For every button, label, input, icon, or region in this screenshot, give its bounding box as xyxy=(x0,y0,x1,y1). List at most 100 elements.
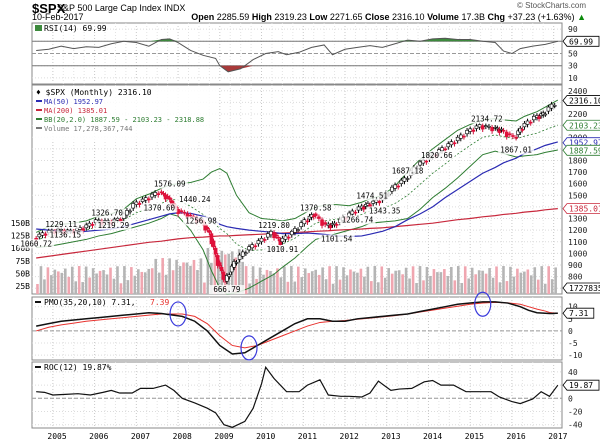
volume-bar xyxy=(484,273,488,294)
rsi-tick-label: 50 xyxy=(568,50,578,59)
price-annotation: 1266.74 xyxy=(342,215,374,224)
volume-bar xyxy=(509,266,512,294)
candle-body xyxy=(40,232,45,236)
candle-body xyxy=(504,131,509,137)
volume-bar xyxy=(206,248,210,294)
candle-body xyxy=(334,224,339,226)
candle-body xyxy=(449,141,454,146)
volume-bar xyxy=(418,266,422,294)
candle-body xyxy=(159,191,164,194)
candle-body xyxy=(402,177,407,182)
volume-bar xyxy=(366,266,370,294)
price-annotation: 1820.66 xyxy=(421,151,453,160)
volume-bar xyxy=(519,272,523,294)
candle-body xyxy=(87,222,92,227)
volume-bar xyxy=(286,281,290,294)
volume-bar xyxy=(126,280,130,294)
candle-body xyxy=(244,252,248,255)
open-label: Open xyxy=(191,12,215,22)
candle-body xyxy=(302,219,307,225)
volume-bar xyxy=(168,258,171,294)
candle-body xyxy=(150,193,154,198)
volume-bar xyxy=(157,272,161,294)
volume-bar xyxy=(370,281,373,294)
price-right-label-tag xyxy=(562,282,600,294)
candle-body xyxy=(514,136,518,139)
price-annotation: 1229.11 xyxy=(45,220,77,229)
price-annotation-bg xyxy=(208,285,245,295)
x-axis-label: 2009 xyxy=(214,432,233,441)
candle-body xyxy=(511,135,515,137)
volume-bar xyxy=(269,271,272,294)
volume-bar xyxy=(36,284,39,294)
price-annotation: 1440.24 xyxy=(179,195,211,204)
volume-value: 17.3B xyxy=(461,12,485,22)
volume-bar xyxy=(495,266,498,294)
candle-body xyxy=(543,113,548,116)
legend-item: MA(50) 1952.97 xyxy=(44,98,103,106)
candle-body xyxy=(484,125,488,127)
price-annotation: 1576.09 xyxy=(154,179,186,188)
candle-body xyxy=(350,210,355,215)
candle-body xyxy=(516,130,520,135)
candle-body xyxy=(371,200,375,204)
volume-bar xyxy=(543,283,547,294)
candle-body xyxy=(326,223,331,226)
price-right-label: 1887.59 xyxy=(569,146,600,155)
open-value: 2285.59 xyxy=(216,12,250,22)
price-legend-bg xyxy=(34,87,219,141)
volume-bar xyxy=(203,282,206,294)
volume-bar xyxy=(363,276,366,294)
volume-bar xyxy=(349,269,352,294)
candle-body xyxy=(274,234,278,237)
volume-bar xyxy=(140,271,144,294)
price-right-label: 1385.01 xyxy=(569,205,600,214)
volume-bar xyxy=(210,262,213,294)
volume-bar xyxy=(467,278,471,294)
volume-bar xyxy=(328,266,331,294)
volume-bar xyxy=(70,266,74,294)
volume-bar xyxy=(272,273,276,294)
roc-last-value-tag xyxy=(562,379,600,391)
pmo-line xyxy=(36,301,558,355)
x-axis-label: 2006 xyxy=(89,432,108,441)
price-tick-label: 1500 xyxy=(568,191,587,200)
legend-swatch xyxy=(36,100,42,102)
price-annotation: 1219.80 xyxy=(258,221,290,230)
candle-body xyxy=(490,127,494,132)
exchange: INDX xyxy=(163,3,186,13)
price-right-label-tag xyxy=(562,95,600,106)
price-annotation-bg xyxy=(141,203,178,213)
x-axis-label: 2007 xyxy=(131,432,150,441)
candle-body xyxy=(458,134,463,139)
volume-bar xyxy=(422,280,425,294)
volume-tick-label: 75B xyxy=(16,257,31,266)
volume-bar xyxy=(373,266,377,294)
candle-body xyxy=(280,237,285,243)
legend-swatch xyxy=(36,118,42,120)
price-tick-label: 2200 xyxy=(568,110,587,119)
candle-body xyxy=(269,231,273,236)
volume-bar xyxy=(303,268,307,294)
index-name: S&P 500 Large Cap Index xyxy=(57,3,162,13)
roc-line xyxy=(36,365,559,428)
volume-bar xyxy=(335,266,338,294)
volume-bar xyxy=(394,270,397,294)
volume-bar xyxy=(154,258,158,294)
candle-body xyxy=(311,215,316,218)
bb-lower-line xyxy=(36,149,558,295)
roc-tick-label: 0 xyxy=(568,394,573,403)
price-annotation: 1101.54 xyxy=(321,235,353,244)
volume-bar xyxy=(376,282,380,294)
candle-body xyxy=(468,128,472,132)
roc-tick-label: -20 xyxy=(568,408,583,417)
volume-bar xyxy=(50,275,53,294)
candle-body xyxy=(125,210,129,216)
candle-body xyxy=(537,116,541,119)
candle-body xyxy=(390,186,394,192)
price-annotation: 2134.72 xyxy=(471,115,503,124)
price-annotation-bg xyxy=(264,245,301,255)
candle-body xyxy=(455,136,460,142)
price-annotation-bg xyxy=(318,234,355,244)
price-annotation: 1474.51 xyxy=(356,191,388,200)
